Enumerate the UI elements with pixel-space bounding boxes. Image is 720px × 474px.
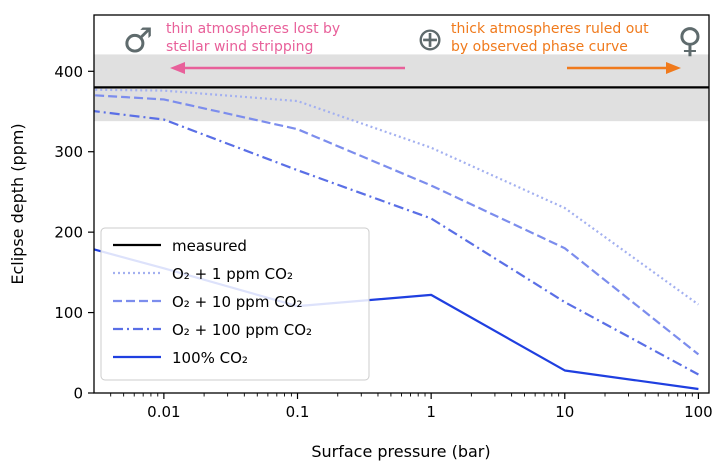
y-tick-label: 300 — [54, 143, 83, 161]
left-annotation-line-2: stellar wind stripping — [166, 39, 313, 55]
right-annotation-line-2: by observed phase curve — [451, 39, 628, 55]
venus-symbol: ♀ — [678, 21, 703, 61]
y-tick-label: 0 — [73, 385, 83, 403]
legend: measured O₂ + 1 ppm CO₂ O₂ + 10 ppm CO₂ … — [100, 227, 370, 381]
y-tick-label: 400 — [54, 63, 83, 81]
y-tick-label: 200 — [54, 224, 83, 242]
x-tick-label: 0.01 — [147, 403, 180, 421]
series-line-1 — [94, 94, 700, 356]
x-tick-label: 10 — [555, 403, 574, 421]
left-arrow — [170, 62, 405, 74]
legend-label-measured: measured — [172, 237, 247, 255]
y-tick-label: 100 — [54, 304, 83, 322]
measurement-band-layer — [94, 54, 709, 122]
x-tick-label: 1 — [426, 403, 436, 421]
x-tick-label: 0.1 — [286, 403, 310, 421]
mars-symbol: ♂ — [123, 21, 153, 61]
legend-label-pure-co2: 100% CO₂ — [172, 349, 248, 367]
right-annotation-line-1: thick atmospheres ruled out — [451, 21, 649, 37]
legend-label-o2-100ppm: O₂ + 100 ppm CO₂ — [172, 321, 312, 339]
x-axis-label: Surface pressure (bar) — [311, 442, 490, 461]
legend-label-o2-10ppm: O₂ + 10 ppm CO₂ — [172, 293, 303, 311]
legend-item-o2-10ppm: O₂ + 10 ppm CO₂ — [113, 293, 303, 311]
legend-item-pure-co2: 100% CO₂ — [113, 349, 248, 367]
right-arrow — [567, 62, 681, 74]
legend-item-measured: measured — [113, 237, 247, 255]
x-tick-label: 100 — [684, 403, 713, 421]
annotation-layer: ♂ ⊕ ♀ thin atmospheres lost by stellar w… — [123, 20, 703, 74]
left-annotation-line-1: thin atmospheres lost by — [166, 21, 340, 37]
legend-item-o2-100ppm: O₂ + 100 ppm CO₂ — [113, 321, 312, 339]
series-line-2 — [94, 110, 699, 376]
earth-symbol: ⊕ — [417, 20, 444, 58]
y-axis-label: Eclipse depth (ppm) — [8, 123, 27, 284]
legend-label-o2-1ppm: O₂ + 1 ppm CO₂ — [172, 265, 293, 283]
legend-box — [100, 227, 370, 381]
legend-item-o2-1ppm: O₂ + 1 ppm CO₂ — [113, 265, 293, 283]
series-line-0 — [94, 88, 700, 306]
ticks-layer: 0.01 0.1 1 10 100 0 100 200 300 400 — [54, 63, 712, 421]
